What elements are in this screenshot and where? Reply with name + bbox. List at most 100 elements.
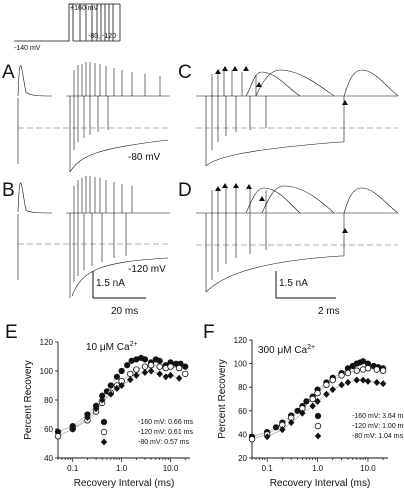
data-point <box>344 369 352 377</box>
data-point <box>113 384 121 392</box>
data-point <box>359 358 367 365</box>
panel-label-c: C <box>178 62 192 83</box>
data-point <box>127 370 134 378</box>
current-traces-d <box>196 185 399 293</box>
data-point <box>92 405 100 413</box>
data-point <box>107 382 114 389</box>
y-tick-label: 20 <box>238 454 247 463</box>
y-tick-label: 80 <box>44 396 53 405</box>
panel-a-recovery-voltage: -80 mV <box>128 152 161 163</box>
protocol-hold-voltage: -140 mV <box>14 45 41 52</box>
y-tick-label: 40 <box>238 430 247 439</box>
data-point <box>314 389 321 397</box>
legend-marker <box>100 428 108 436</box>
panel-b-recovery-voltage: -120 mV <box>128 264 166 275</box>
data-point <box>147 362 155 369</box>
x-tick-label: 10.0 <box>360 464 376 473</box>
y-tick-label: 120 <box>40 338 54 347</box>
data-point <box>359 376 367 384</box>
peak-markers-d <box>215 183 348 233</box>
protocol-recovery-voltages: -80, -120 <box>88 33 116 40</box>
legend-marker <box>314 422 322 430</box>
data-point <box>364 377 372 385</box>
protocol-step-voltage: +160 mV <box>70 5 99 12</box>
data-point <box>323 390 330 398</box>
data-point <box>156 370 163 378</box>
data-point <box>98 396 106 404</box>
data-point <box>141 356 149 363</box>
y-tick-label: 60 <box>44 425 53 434</box>
legend-label: -80 mV: 0.57 ms <box>138 439 190 446</box>
data-point <box>344 378 352 387</box>
data-point <box>373 378 381 387</box>
scalebar-b <box>92 271 146 299</box>
data-series-2 <box>248 365 387 443</box>
chart-e: 40 60 80 100 120 0.1 1.0 10.0 Recovery Interval … <box>23 338 193 489</box>
data-point <box>182 370 189 378</box>
data-point <box>323 381 330 389</box>
chart-f: 20 40 60 80 100 120 0.1 1.0 10.0 Recovery Interva… <box>217 336 404 489</box>
protocol-step-lines <box>79 4 114 41</box>
x-axis-title: Recovery Interval (ms) <box>270 478 371 489</box>
data-point <box>118 367 125 375</box>
legend-label: -80 mV: 1.04 ms <box>352 433 404 440</box>
peak-markers-c <box>215 66 348 105</box>
data-point <box>263 433 271 441</box>
legend-label: -120 mV: 0.61 ms <box>138 429 193 436</box>
panel-label-b: B <box>2 180 15 201</box>
data-point <box>299 409 306 417</box>
y-tick-label: 100 <box>234 360 248 369</box>
data-point <box>314 397 321 405</box>
y-tick-label: 120 <box>234 336 248 345</box>
data-point <box>141 363 149 370</box>
data-point <box>175 364 183 372</box>
data-point <box>279 426 286 434</box>
data-point <box>167 371 174 379</box>
data-point <box>118 381 125 390</box>
legend-marker <box>314 432 322 440</box>
data-point <box>379 367 387 374</box>
data-point <box>156 357 163 364</box>
legend-label: -160 mV: 3.64 ms <box>352 413 404 420</box>
data-point <box>353 376 361 384</box>
scalebar-d-current: 1.5 nA <box>279 278 308 289</box>
legend-label: -160 mV: 0.66 ms <box>138 419 193 426</box>
panel-label-e: E <box>5 322 18 343</box>
data-point <box>126 376 134 384</box>
data-point <box>353 367 360 374</box>
y-tick-label: 80 <box>238 383 247 392</box>
data-point <box>113 373 120 380</box>
x-tick-label: 0.1 <box>67 464 79 473</box>
data-point <box>54 433 62 440</box>
data-point <box>248 435 256 443</box>
data-series-3 <box>263 376 387 441</box>
x-tick-label: 1.0 <box>116 464 128 473</box>
scalebar-d-time: 2 ms <box>318 306 340 317</box>
scalebar-d <box>275 271 336 299</box>
current-traces-c <box>196 69 399 167</box>
data-point <box>133 366 140 373</box>
data-point <box>141 368 149 377</box>
data-point <box>338 381 345 389</box>
x-tick-label: 0.1 <box>262 464 274 473</box>
legend-marker <box>100 418 108 426</box>
data-point <box>364 365 372 372</box>
data-point <box>329 376 336 384</box>
y-tick-label: 40 <box>44 454 53 463</box>
data-point <box>309 402 316 410</box>
data-point <box>124 362 131 369</box>
y-tick-label: 60 <box>238 407 247 416</box>
data-point <box>156 363 163 370</box>
scalebar-b-current: 1.5 nA <box>96 278 125 289</box>
legend-label: -120 mV: 1.00 ms <box>352 423 404 430</box>
y-tick-label: 100 <box>40 367 54 376</box>
data-point <box>133 371 140 379</box>
panel-label-d: D <box>178 180 192 201</box>
data-point <box>84 413 91 421</box>
panel-label-a: A <box>2 62 15 83</box>
y-axis-title: Percent Recovery <box>217 359 228 438</box>
data-point <box>287 419 295 427</box>
legend-marker <box>100 438 108 446</box>
data-series-3 <box>69 367 183 433</box>
